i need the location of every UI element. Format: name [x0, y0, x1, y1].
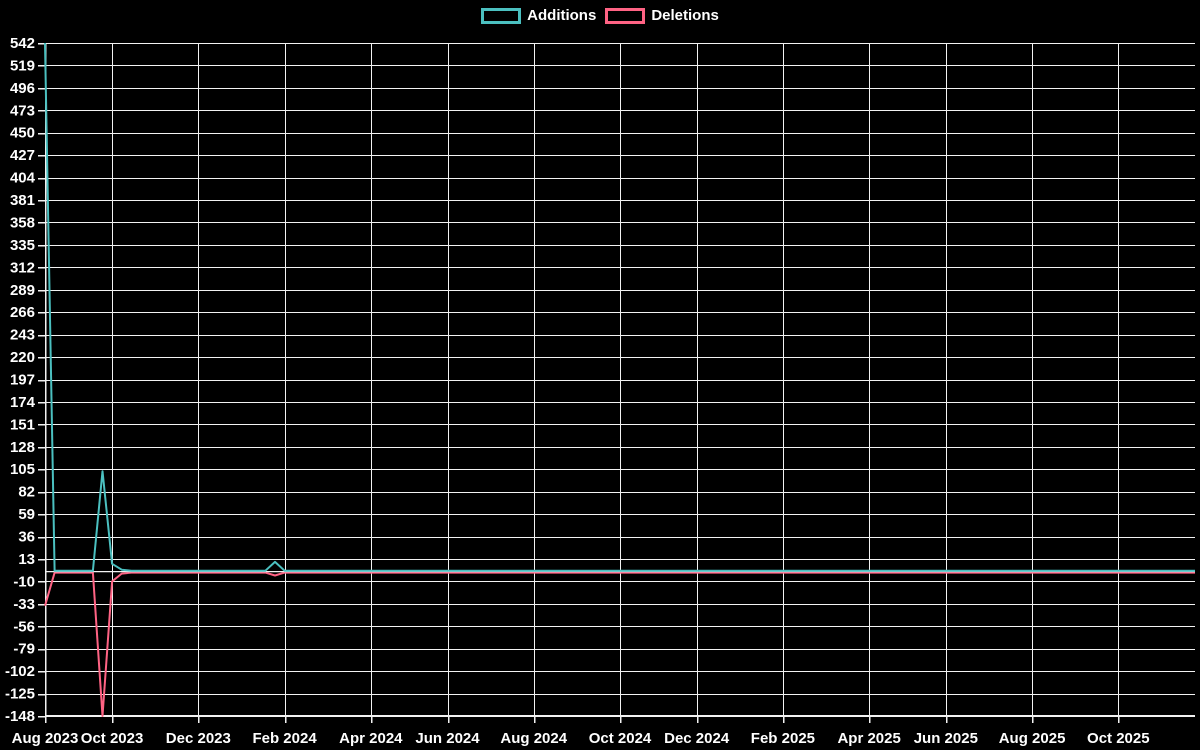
y-axis-tick-label: 542: [10, 35, 35, 52]
y-axis-tick-label: 519: [10, 57, 35, 74]
x-axis-tick-label: Oct 2025: [1087, 730, 1150, 747]
additions-legend-swatch-icon: [481, 8, 522, 24]
deletions-legend-label: Deletions: [651, 7, 719, 24]
x-axis-tick-label: Apr 2025: [837, 730, 900, 747]
x-axis-tick-label: Aug 2024: [500, 730, 567, 747]
legend-item-deletions[interactable]: Deletions: [605, 7, 719, 25]
y-axis-tick-label: 266: [10, 304, 35, 321]
y-axis-tick-label: -148: [5, 708, 35, 725]
y-axis-tick-label: -10: [13, 573, 35, 590]
deletions-legend-swatch-icon: [605, 8, 646, 24]
y-axis-tick-label: 243: [10, 327, 35, 344]
y-axis-tick-label: -79: [13, 641, 35, 658]
y-axis-tick-label: 473: [10, 102, 35, 119]
y-axis-tick-label: 220: [10, 349, 35, 366]
y-axis-tick-label: 59: [18, 506, 35, 523]
x-axis-tick-label: Feb 2025: [751, 730, 815, 747]
x-axis-tick-label: Apr 2024: [339, 730, 403, 747]
x-axis-tick-label: Feb 2024: [252, 730, 317, 747]
y-axis-tick-label: 174: [10, 394, 36, 411]
y-axis-tick-label: 450: [10, 125, 35, 142]
x-axis-tick-label: Dec 2024: [664, 730, 730, 747]
y-axis-tick-label: 151: [10, 416, 35, 433]
x-axis-tick-label: Dec 2023: [166, 730, 231, 747]
y-axis-tick-label: 36: [18, 529, 35, 546]
y-axis-tick-label: 381: [10, 192, 35, 209]
x-axis-tick-label: Aug 2025: [999, 730, 1066, 747]
x-axis-tick-label: Oct 2023: [81, 730, 144, 747]
deletions-line: [44, 571, 1195, 717]
y-axis-tick-label: 427: [10, 147, 35, 164]
y-axis-tick-label: 13: [18, 551, 35, 568]
y-axis-tick-label: 82: [18, 484, 35, 501]
x-axis-tick-label: Oct 2024: [589, 730, 652, 747]
y-axis-tick-label: 358: [10, 214, 35, 231]
y-axis-tick-label: -56: [13, 618, 35, 635]
additions-legend-label: Additions: [527, 7, 597, 24]
y-axis-tick-label: 335: [10, 237, 35, 254]
y-axis-tick-label: 197: [10, 372, 35, 389]
y-axis-tick-label: -125: [5, 686, 35, 703]
x-axis-tick-label: Jun 2025: [914, 730, 978, 747]
y-axis-tick-label: 105: [10, 461, 35, 478]
x-axis-tick-label: Jun 2024: [415, 730, 480, 747]
y-axis-tick-label: -102: [5, 663, 35, 680]
y-axis-tick-label: -33: [13, 596, 35, 613]
y-axis-tick-label: 312: [10, 259, 35, 276]
y-axis-tick-label: 404: [10, 170, 36, 187]
x-axis-tick-label: Aug 2023: [12, 730, 79, 747]
chart-legend: Additions Deletions: [0, 7, 1200, 25]
legend-item-additions[interactable]: Additions: [481, 7, 596, 25]
additions-line: [44, 42, 1195, 572]
y-axis-tick-label: 496: [10, 80, 35, 97]
y-axis-tick-label: 289: [10, 282, 35, 299]
y-axis-tick-label: 128: [10, 439, 35, 456]
